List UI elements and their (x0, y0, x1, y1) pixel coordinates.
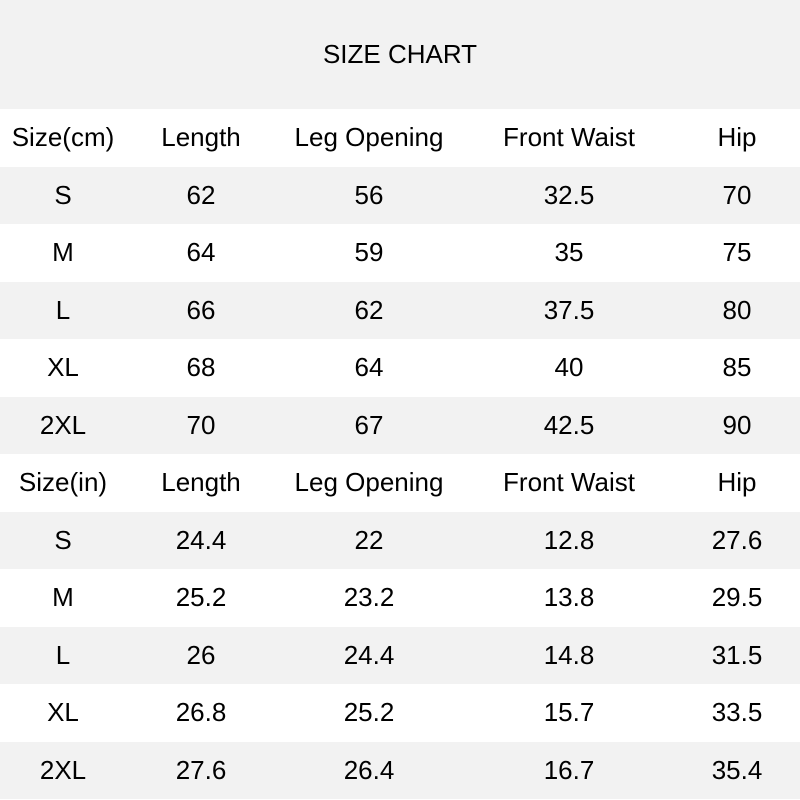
table-row: L 26 24.4 14.8 31.5 (0, 626, 800, 684)
table-cell: 25.2 (175, 582, 227, 613)
table-cell: M (52, 237, 74, 268)
table-cell: M (52, 582, 74, 613)
table-cell: Size(cm) (11, 122, 115, 153)
table-cell: 2XL (39, 409, 87, 440)
table-cell: 25.2 (343, 697, 395, 728)
table-cell: 14.8 (543, 639, 595, 670)
table-cell: 42.5 (543, 409, 595, 440)
table-header-row: Size(cm) Length Leg Opening Front Waist Hip (0, 109, 800, 167)
table-cell: 59 (354, 237, 384, 268)
table-cell: 26.8 (175, 697, 227, 728)
table-cell: 85 (722, 352, 752, 383)
table-cell: 31.5 (711, 639, 763, 670)
table-cell: 23.2 (343, 582, 395, 613)
table-cell: XL (47, 352, 79, 383)
table-cell: 70 (186, 409, 216, 440)
table-cell: S (54, 524, 72, 555)
table-cell: 75 (722, 237, 752, 268)
table-cell: 29.5 (711, 582, 763, 613)
table-cell: 37.5 (543, 294, 595, 325)
table-row: 2XL 70 67 42.5 90 (0, 396, 800, 454)
table-cell: L (55, 639, 71, 670)
table-cell: 66 (186, 294, 216, 325)
table-cell: 40 (554, 352, 584, 383)
table-cell: Length (161, 122, 241, 153)
table-cell: 90 (722, 409, 752, 440)
table-cell: 27.6 (711, 524, 763, 555)
table-cell: 32.5 (543, 179, 595, 210)
table-cell: 67 (354, 409, 384, 440)
table-cell: 16.7 (543, 754, 595, 785)
table-cell: S (54, 179, 72, 210)
table-header-row: Size(in) Length Leg Opening Front Waist Hip (0, 454, 800, 512)
table-cell: Hip (717, 467, 757, 498)
table-cell: Length (161, 467, 241, 498)
table-cell: 56 (354, 179, 384, 210)
size-tables: Size(cm) Length Leg Opening Front Waist Hip S… (0, 109, 800, 799)
table-cell: Front Waist (503, 467, 635, 498)
table-cell: 15.7 (543, 697, 595, 728)
table-cell: 68 (186, 352, 216, 383)
table-cell: 13.8 (543, 582, 595, 613)
table-cell: L (55, 294, 71, 325)
table-cell: Hip (717, 122, 757, 153)
table-cell: 2XL (39, 754, 87, 785)
table-cell: XL (47, 697, 79, 728)
table-row: L 66 62 37.5 80 (0, 281, 800, 339)
table-cell: 62 (186, 179, 216, 210)
table-cell: 70 (722, 179, 752, 210)
table-cell: 62 (354, 294, 384, 325)
table-cell: 64 (354, 352, 384, 383)
table-cell: 80 (722, 294, 752, 325)
table-cell: 24.4 (343, 639, 395, 670)
chart-title: SIZE CHART (0, 0, 800, 109)
table-row: 2XL 27.6 26.4 16.7 35.4 (0, 741, 800, 799)
table-cell: 12.8 (543, 524, 595, 555)
table-row: XL 26.8 25.2 15.7 33.5 (0, 684, 800, 742)
table-cell: 26.4 (343, 754, 395, 785)
table-cell: Size(in) (18, 467, 108, 498)
table-cell: 64 (186, 237, 216, 268)
table-cell: Leg Opening (294, 122, 444, 153)
table-cell: 33.5 (711, 697, 763, 728)
table-row: S 62 56 32.5 70 (0, 166, 800, 224)
table-cell: 24.4 (175, 524, 227, 555)
table-cell: 26 (186, 639, 216, 670)
table-row: M 64 59 35 75 (0, 224, 800, 282)
table-row: S 24.4 22 12.8 27.6 (0, 511, 800, 569)
table-cell: Front Waist (503, 122, 635, 153)
table-cell: 27.6 (175, 754, 227, 785)
table-row: M 25.2 23.2 13.8 29.5 (0, 569, 800, 627)
table-cell: 35 (554, 237, 584, 268)
table-cell: 22 (354, 524, 384, 555)
table-cell: 35.4 (711, 754, 763, 785)
table-row: XL 68 64 40 85 (0, 339, 800, 397)
table-cell: Leg Opening (294, 467, 444, 498)
